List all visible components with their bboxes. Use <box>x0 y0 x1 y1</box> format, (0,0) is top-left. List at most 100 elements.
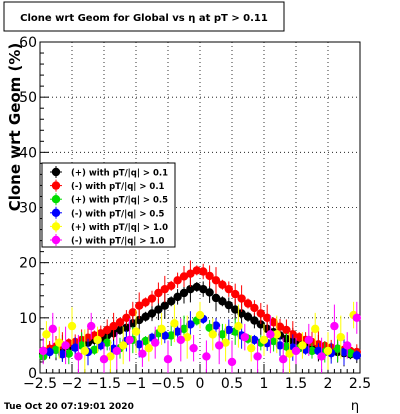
data-point <box>298 341 307 350</box>
data-point <box>250 303 259 313</box>
y-tick-label: 50 <box>19 90 37 106</box>
data-point <box>119 341 128 350</box>
data-point <box>208 330 217 339</box>
data-point <box>317 352 326 361</box>
data-point <box>80 346 90 356</box>
data-point <box>154 288 163 298</box>
data-point <box>192 266 201 275</box>
y-tick-label: 20 <box>19 256 37 272</box>
data-point <box>151 338 160 347</box>
data-point <box>192 282 201 292</box>
data-point <box>128 308 137 317</box>
data-point <box>112 346 122 356</box>
data-point <box>90 345 99 355</box>
data-point <box>135 315 144 325</box>
y-tick-label: 0 <box>28 366 37 382</box>
data-point <box>224 300 233 310</box>
data-point <box>237 309 246 318</box>
x-tick-label: −2.5 <box>23 376 57 392</box>
data-point <box>74 352 83 361</box>
data-point <box>173 327 182 336</box>
data-point <box>122 313 131 323</box>
data-point <box>64 349 74 358</box>
legend-marker <box>51 208 61 217</box>
data-point <box>99 355 109 364</box>
data-point <box>253 352 262 361</box>
data-point <box>170 319 179 328</box>
data-point <box>279 355 288 364</box>
data-point <box>269 336 278 346</box>
data-point <box>231 305 240 314</box>
data-point <box>291 346 301 356</box>
data-point <box>339 347 349 357</box>
data-point <box>199 267 208 276</box>
data-point <box>157 324 166 334</box>
data-point <box>205 288 214 297</box>
legend-marker <box>51 167 61 177</box>
legend-label: (+) with pT/|q| > 0.5 <box>71 196 168 206</box>
data-point <box>215 341 224 350</box>
data-point <box>160 301 169 310</box>
data-point <box>250 316 259 325</box>
data-point <box>218 280 227 289</box>
data-point <box>343 341 352 350</box>
data-point <box>218 330 227 339</box>
data-point <box>45 347 54 357</box>
x-tick-label: 2 <box>324 376 333 392</box>
legend-label: (-) with pT/|q| > 0.1 <box>71 182 165 192</box>
data-point <box>135 301 144 310</box>
data-point <box>147 309 157 318</box>
data-point <box>333 344 342 353</box>
data-point <box>39 346 48 356</box>
data-point <box>189 343 198 353</box>
legend-label: (-) with pT/|q| > 0.5 <box>71 209 165 219</box>
y-axis-label: Clone wrt Geom (%) <box>6 43 24 212</box>
data-point <box>234 321 243 331</box>
y-tick-label: 10 <box>19 311 37 327</box>
data-point <box>256 309 265 318</box>
x-tick-label: 1.5 <box>285 376 307 392</box>
data-point <box>103 325 112 335</box>
data-point <box>87 321 96 331</box>
data-point <box>147 294 157 303</box>
data-point <box>307 346 317 356</box>
data-point <box>195 310 205 320</box>
data-point <box>167 297 176 306</box>
data-point <box>141 312 150 321</box>
data-point <box>336 332 345 342</box>
data-point <box>141 336 150 346</box>
axes: −2.5 −2 −1.5 −1 −0.5 0 0.5 1 1.5 2 2.5 0 10 20 30 40 50 6… <box>19 35 371 392</box>
data-point <box>96 329 106 338</box>
data-point <box>272 330 281 339</box>
legend: (+) with pT/|q| > 0.1 (-) with pT/|q| > 0… <box>41 162 176 248</box>
data-point <box>224 284 233 294</box>
data-point <box>346 348 355 358</box>
data-point <box>275 322 285 331</box>
x-tick-label: 1 <box>260 376 269 392</box>
legend-marker <box>51 222 61 231</box>
data-point <box>179 288 189 298</box>
series-6 <box>39 301 361 373</box>
data-point <box>243 312 253 321</box>
data-point <box>205 323 214 332</box>
x-tick-label: 0.5 <box>221 376 243 392</box>
data-point <box>211 321 221 330</box>
data-point <box>263 313 272 323</box>
x-tick-label: −2 <box>62 376 83 392</box>
data-point <box>167 281 176 291</box>
x-tick-label: 0 <box>196 376 205 392</box>
data-point <box>109 321 118 331</box>
y-tick-label: 60 <box>19 35 37 51</box>
data-point <box>186 320 195 329</box>
legend-label: (+) with pT/|q| > 0.1 <box>71 169 168 179</box>
data-point <box>173 292 182 302</box>
data-point <box>227 357 237 367</box>
data-point <box>237 294 246 303</box>
data-point <box>288 330 297 339</box>
data-point <box>103 338 112 347</box>
data-point <box>256 320 265 329</box>
data-point <box>67 321 77 331</box>
data-point <box>231 289 240 299</box>
data-point <box>93 335 102 345</box>
